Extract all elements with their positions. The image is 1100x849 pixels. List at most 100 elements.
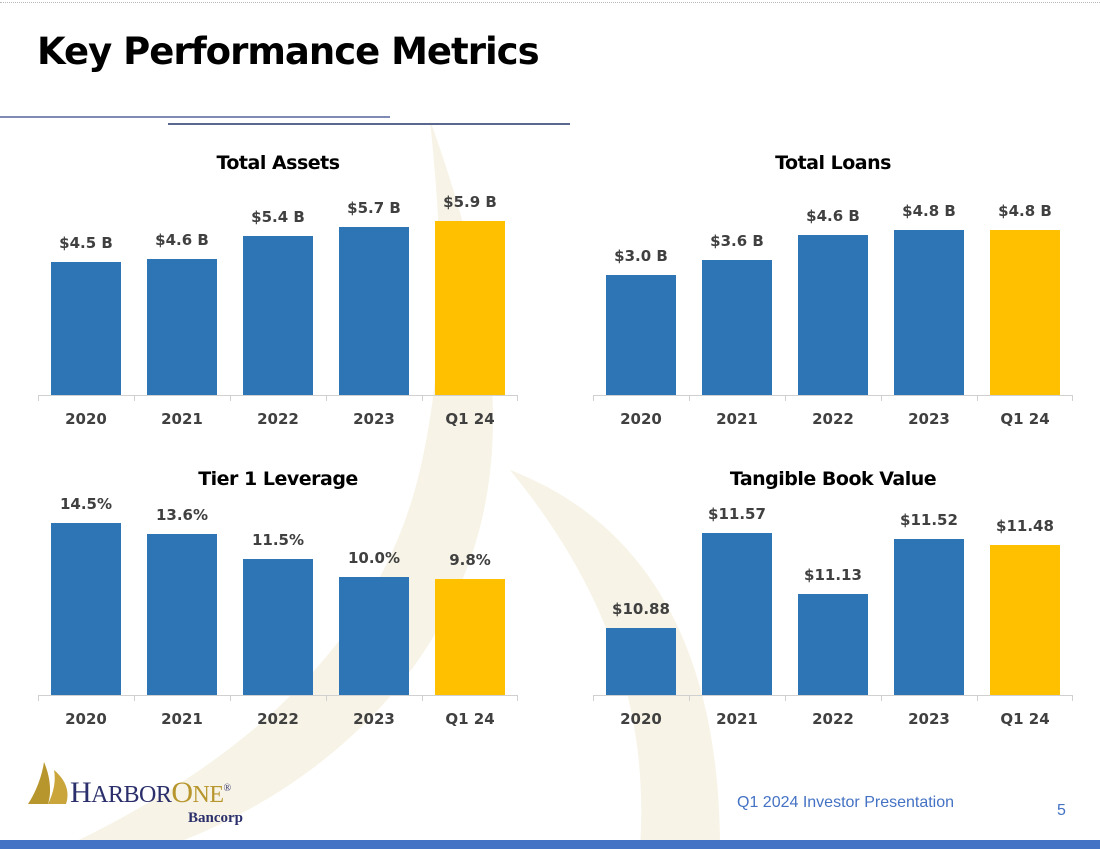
bar-2023 <box>339 226 409 395</box>
data-label: $11.52 <box>900 511 958 530</box>
data-label: $11.48 <box>996 517 1054 535</box>
category-label: 2022 <box>812 710 854 728</box>
page-number: 5 <box>1057 802 1066 819</box>
category-label: Q1 24 <box>1000 710 1050 728</box>
chart-title: Total Loans <box>775 152 891 174</box>
x-axis-line <box>38 695 518 696</box>
data-label: 10.0% <box>347 548 401 567</box>
bar-2022 <box>798 593 868 695</box>
x-axis-tick <box>422 695 423 701</box>
data-label: $3.0 B <box>614 247 668 265</box>
x-axis-line <box>38 395 518 396</box>
category-label: 2023 <box>908 710 950 728</box>
data-label: $5.4 B <box>251 207 305 226</box>
category-label: 2023 <box>353 710 395 728</box>
x-axis-tick <box>593 695 594 701</box>
category-label: 2020 <box>620 410 662 428</box>
x-axis-tick <box>1072 695 1073 701</box>
category-label: Q1 24 <box>445 410 495 428</box>
category-label: 2020 <box>65 710 107 728</box>
bar-q1-24 <box>990 545 1060 695</box>
x-axis-tick <box>977 395 978 401</box>
bar-2020 <box>51 262 121 395</box>
bar-2022 <box>243 235 313 395</box>
x-axis-tick <box>134 395 135 401</box>
x-axis-tick <box>517 395 518 401</box>
bar-2021 <box>702 260 772 395</box>
x-axis-tick <box>230 695 231 701</box>
data-label: $3.6 B <box>710 232 764 250</box>
bar-2020 <box>606 275 676 395</box>
bar-2022 <box>243 558 313 695</box>
x-axis-tick <box>881 695 882 701</box>
chart-title: Tangible Book Value <box>729 468 937 490</box>
title-rule <box>0 116 390 118</box>
page-title: Key Performance Metrics <box>37 30 540 73</box>
category-label: 2020 <box>65 410 107 428</box>
x-axis-tick <box>326 695 327 701</box>
x-axis-tick <box>517 695 518 701</box>
data-label: 13.6% <box>155 506 209 525</box>
x-axis-tick <box>785 395 786 401</box>
data-label: $4.5 B <box>59 234 113 253</box>
category-label: 2021 <box>161 710 203 728</box>
data-label: 11.5% <box>251 530 305 549</box>
category-label: 2023 <box>908 410 950 428</box>
data-label: 9.8% <box>449 551 491 570</box>
x-axis-tick <box>785 695 786 701</box>
footer-presentation: Q1 2024 Investor Presentation <box>737 794 955 811</box>
footer-bar <box>0 840 1100 849</box>
bar-2022 <box>798 235 868 395</box>
x-axis-tick <box>881 395 882 401</box>
data-label: $10.88 <box>612 600 670 619</box>
category-label: 2023 <box>353 410 395 428</box>
logo-subtitle: Bancorp <box>188 810 244 826</box>
harborone-logo-icon <box>28 762 68 804</box>
x-axis-line <box>593 695 1073 696</box>
data-label: 14.5% <box>59 495 113 514</box>
x-axis-tick <box>134 695 135 701</box>
x-axis-tick <box>38 395 39 401</box>
data-label: $11.57 <box>708 504 766 523</box>
x-axis-tick <box>689 695 690 701</box>
x-axis-tick <box>326 395 327 401</box>
bar-2023 <box>339 576 409 695</box>
bar-2020 <box>51 523 121 695</box>
x-axis-tick <box>422 395 423 401</box>
bar-2021 <box>147 259 217 395</box>
data-label: $4.8 B <box>902 202 956 220</box>
x-axis-tick <box>593 395 594 401</box>
chart-title: Total Assets <box>216 152 340 174</box>
logo-wordmark: HARBORONE® <box>70 776 231 809</box>
x-axis-tick <box>38 695 39 701</box>
category-label: Q1 24 <box>1000 410 1050 428</box>
bar-q1-24 <box>435 221 505 395</box>
x-axis-line <box>593 395 1073 396</box>
bar-2023 <box>894 230 964 395</box>
top-dotted-border <box>0 2 1100 3</box>
chart-title: Tier 1 Leverage <box>198 468 358 490</box>
category-label: 2022 <box>812 410 854 428</box>
data-label: $5.9 B <box>443 193 497 212</box>
x-axis-tick <box>1072 395 1073 401</box>
x-axis-tick <box>977 695 978 701</box>
title-rule <box>168 123 570 125</box>
category-label: 2021 <box>716 710 758 728</box>
data-label: $4.8 B <box>998 202 1052 220</box>
bar-2021 <box>702 532 772 695</box>
category-label: Q1 24 <box>445 710 495 728</box>
x-axis-tick <box>230 395 231 401</box>
category-label: 2021 <box>161 410 203 428</box>
data-label: $11.13 <box>804 565 862 584</box>
bar-q1-24 <box>990 230 1060 395</box>
category-label: 2022 <box>257 410 299 428</box>
category-label: 2022 <box>257 710 299 728</box>
x-axis-tick <box>689 395 690 401</box>
data-label: $5.7 B <box>347 198 401 217</box>
bar-2021 <box>147 534 217 695</box>
data-label: $4.6 B <box>806 207 860 225</box>
category-label: 2020 <box>620 710 662 728</box>
bar-q1-24 <box>435 579 505 695</box>
bar-2023 <box>894 539 964 695</box>
data-label: $4.6 B <box>155 231 209 250</box>
